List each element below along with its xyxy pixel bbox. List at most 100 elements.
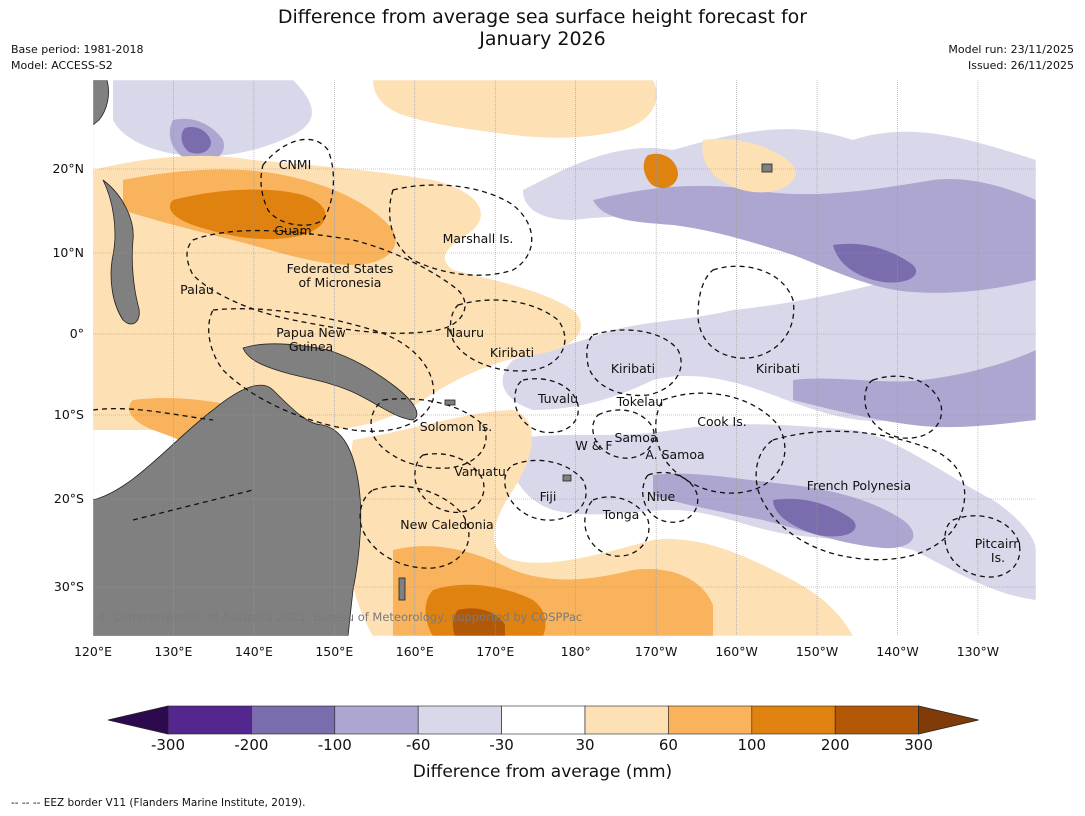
neg60-north-west <box>113 80 312 157</box>
lon-tick-label: 120°E <box>73 644 112 659</box>
colorbar-tick-label: -100 <box>317 736 352 754</box>
new-guinea-land <box>242 343 418 421</box>
meta-right: Model run: 23/11/2025 Issued: 26/11/2025 <box>948 42 1074 74</box>
island-mark <box>562 474 572 482</box>
base-period: Base period: 1981-2018 <box>11 43 144 56</box>
island-mark <box>398 577 406 601</box>
pos30-north-pacific <box>373 80 657 138</box>
colorbar-segment <box>417 705 502 735</box>
lat-tick-label: 30°S <box>53 579 84 594</box>
colorbar-segment <box>167 705 252 735</box>
eez-tuvalu <box>514 378 579 434</box>
islands <box>398 163 773 601</box>
colorbar-segment <box>668 705 753 735</box>
colorbar-tick-label: 300 <box>904 736 933 754</box>
colorbar <box>107 705 979 735</box>
eez-fsm <box>186 229 466 334</box>
eez-french-polynesia-east <box>864 375 943 439</box>
colorbar-segment <box>334 705 419 735</box>
label-american-samoa: A. Samoa <box>645 447 705 462</box>
label-tuvalu: Tuvalu <box>537 391 579 406</box>
label-kiribati-west: Kiribati <box>489 345 535 360</box>
label-fsm: Federated States of Micronesia <box>286 261 394 290</box>
eez-tonga <box>584 496 650 557</box>
eez-samoa <box>592 409 655 459</box>
lon-tick-label: 130°E <box>154 644 193 659</box>
eez-kiribati-e <box>697 265 795 359</box>
eez-kiribati-c <box>586 329 682 397</box>
philippines-land <box>102 179 140 325</box>
colorbar-tick-label: -30 <box>489 736 514 754</box>
label-cook-islands: Cook Is. <box>697 414 747 429</box>
eez-png <box>208 308 435 432</box>
label-wallis-futuna: W & F <box>575 438 613 453</box>
lat-tick-label: 10°N <box>52 245 84 260</box>
eez-marshall <box>388 184 533 276</box>
eez-french-polynesia <box>755 430 966 561</box>
lat-tick-label: 20°N <box>52 161 84 176</box>
lon-tick-label: 130°W <box>956 644 1000 659</box>
eez-cook <box>655 392 786 494</box>
colorbar-tick-label: -300 <box>150 736 186 754</box>
eez-cnmi <box>260 138 335 226</box>
label-png: Papua New Guinea <box>276 325 346 354</box>
eez-kiribati-w <box>449 299 566 372</box>
colorbar-segment <box>251 705 336 735</box>
eez-niue <box>642 471 699 523</box>
eez-pitcairn <box>944 515 1021 578</box>
label-samoa: Samoa <box>614 430 658 445</box>
lon-tick-label: 180° <box>560 644 591 659</box>
label-new-caledonia: New Caledonia <box>400 517 494 532</box>
meta-left: Base period: 1981-2018 Model: ACCESS-S2 <box>11 42 143 74</box>
land-layer <box>93 80 418 636</box>
label-kiribati-central: Kiribati <box>610 361 656 376</box>
gridlines <box>93 80 1036 636</box>
label-vanuatu: Vanuatu <box>454 464 506 479</box>
copyright-notice: © Commonwealth of Australia 2025, Bureau… <box>98 610 583 624</box>
island-mark <box>761 163 773 173</box>
sea-level-map <box>93 80 1036 636</box>
label-pitcairn: Pitcairn Is. <box>974 536 1022 565</box>
colorbar-extend-low <box>107 705 169 735</box>
lon-tick-label: 160°E <box>395 644 434 659</box>
eez-west-border <box>93 408 254 521</box>
label-nauru: Nauru <box>446 325 484 340</box>
model-name: Model: ACCESS-S2 <box>11 59 113 72</box>
title-line-2: January 2026 <box>479 28 606 50</box>
model-run: Model run: 23/11/2025 <box>948 43 1074 56</box>
eez-border-note: -- -- -- EEZ border V11 (Flanders Marine… <box>11 797 306 809</box>
neg200-central <box>833 243 917 283</box>
lon-tick-label: 140°E <box>234 644 273 659</box>
lon-tick-label: 150°W <box>795 644 839 659</box>
label-kiribati-east: Kiribati <box>755 361 801 376</box>
asia-land-corner <box>93 80 109 126</box>
neg200-south <box>773 498 856 537</box>
neg200-west <box>181 126 211 154</box>
neg100-east-band <box>793 350 1036 428</box>
label-french-polynesia: French Polynesia <box>806 478 912 493</box>
label-marshall: Marshall Is. <box>442 231 514 246</box>
colorbar-segment <box>751 705 836 735</box>
neg100-region <box>593 179 1036 293</box>
title-line-1: Difference from average sea surface heig… <box>277 6 808 28</box>
eez-solomon <box>370 398 487 469</box>
colorbar-tick-label: -60 <box>405 736 431 754</box>
eez-borders <box>93 138 1021 578</box>
chart-title: Difference from average sea surface heig… <box>0 6 1085 50</box>
lat-tick-label: 0° <box>69 326 84 341</box>
pos30-north-east <box>702 138 796 193</box>
lat-tick-label: 20°S <box>53 491 84 506</box>
lon-tick-label: 140°W <box>876 644 919 659</box>
colorbar-tick-label: -200 <box>234 736 269 754</box>
eez-vanuatu <box>414 453 485 514</box>
negative-anomaly-layer <box>113 80 1036 600</box>
island-mark <box>444 399 456 406</box>
label-tokelau: Tokelau <box>616 394 664 409</box>
lon-tick-label: 170°E <box>476 644 515 659</box>
pos200-south <box>452 608 505 636</box>
lon-tick-label: 150°E <box>315 644 354 659</box>
eez-fiji <box>504 459 587 521</box>
colorbar-extend-high <box>918 705 979 735</box>
colorbar-segment <box>501 705 586 735</box>
label-solomon-islands: Solomon Is. <box>419 419 493 434</box>
